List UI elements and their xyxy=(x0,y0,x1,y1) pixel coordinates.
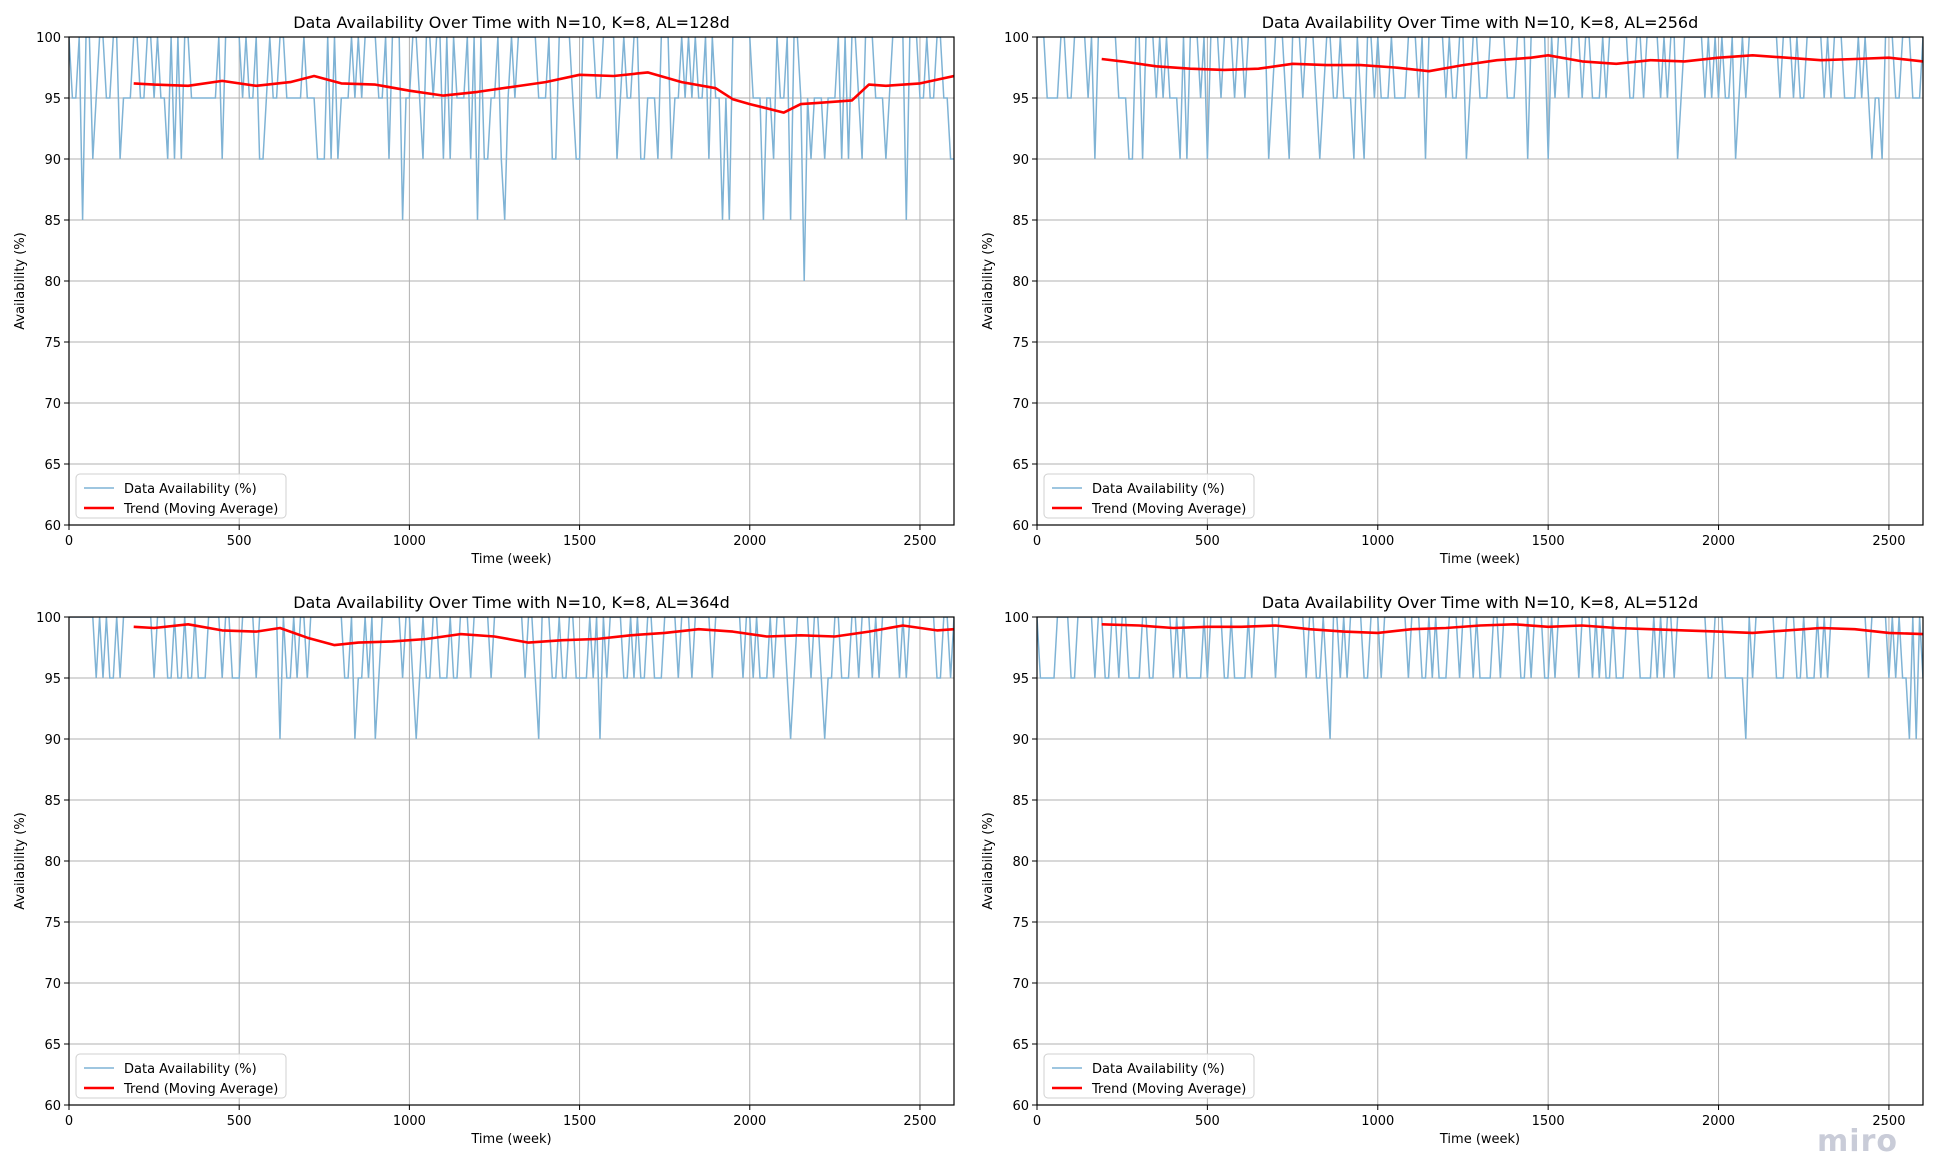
x-tick-label: 2000 xyxy=(1702,1114,1735,1129)
y-axis-label: Availability (%) xyxy=(981,232,996,330)
y-tick-label: 70 xyxy=(44,397,61,412)
x-tick-label: 1500 xyxy=(1532,1114,1565,1129)
x-tick-label: 1500 xyxy=(1532,534,1565,549)
x-tick-label: 0 xyxy=(65,1114,73,1129)
raw-series-line xyxy=(69,37,954,282)
legend-label: Data Availability (%) xyxy=(124,482,257,497)
x-tick-label: 0 xyxy=(65,534,73,549)
y-tick-label: 90 xyxy=(44,153,61,168)
trend-series-line xyxy=(133,622,954,647)
y-tick-label: 100 xyxy=(36,611,61,626)
x-tick-label: 0 xyxy=(1033,1114,1041,1129)
x-tick-label: 2500 xyxy=(903,1114,936,1129)
chart-panel: 0 500 1000 1500 2000 2500 60 65 70 75 80 85 90 95 100 D… xyxy=(13,593,955,1147)
legend-label: Trend (Moving Average) xyxy=(1091,1082,1246,1097)
legend-box xyxy=(1043,473,1255,519)
raw-series-line xyxy=(1037,617,1923,740)
y-tick-label: 80 xyxy=(1012,275,1029,290)
chart-title: Data Availability Over Time with N=10, K… xyxy=(1262,13,1699,32)
legend-label: Data Availability (%) xyxy=(1092,1062,1225,1077)
chart-panel: 0 500 1000 1500 2000 2500 60 65 70 75 80 85 90 95 100 D… xyxy=(981,13,1924,567)
y-axis-label: Availability (%) xyxy=(13,812,28,910)
x-tick-label: 1000 xyxy=(1361,534,1394,549)
y-tick-label: 65 xyxy=(44,1038,61,1053)
y-tick-label: 80 xyxy=(44,855,61,870)
x-tick-label: 2500 xyxy=(1872,534,1905,549)
y-tick-label: 95 xyxy=(44,92,61,107)
x-tick-label: 500 xyxy=(1195,1114,1220,1129)
y-tick-label: 100 xyxy=(1004,31,1029,46)
y-tick-label: 95 xyxy=(1012,672,1029,687)
legend-label: Data Availability (%) xyxy=(124,1062,257,1077)
chart-panel: 0 500 1000 1500 2000 2500 60 65 70 75 80 85 90 95 100 D… xyxy=(981,593,1924,1147)
x-tick-label: 1500 xyxy=(563,534,596,549)
y-tick-label: 100 xyxy=(36,31,61,46)
legend-label: Trend (Moving Average) xyxy=(123,1082,278,1097)
x-axis-label: Time (week) xyxy=(1439,552,1520,567)
legend-box xyxy=(75,473,287,519)
legend-label: Data Availability (%) xyxy=(1092,482,1225,497)
chart-title: Data Availability Over Time with N=10, K… xyxy=(293,13,730,32)
y-tick-label: 90 xyxy=(1012,733,1029,748)
y-tick-label: 95 xyxy=(1012,92,1029,107)
y-tick-label: 85 xyxy=(44,794,61,809)
x-tick-label: 0 xyxy=(1033,534,1041,549)
y-axis-label: Availability (%) xyxy=(13,232,28,330)
y-tick-label: 60 xyxy=(1012,519,1029,534)
trend-series-line xyxy=(1101,53,1923,73)
x-tick-label: 1500 xyxy=(563,1114,596,1129)
y-tick-label: 100 xyxy=(1004,611,1029,626)
y-tick-label: 90 xyxy=(1012,153,1029,168)
y-tick-label: 65 xyxy=(44,458,61,473)
y-tick-label: 75 xyxy=(1012,336,1029,351)
x-tick-label: 2500 xyxy=(903,534,936,549)
y-tick-label: 80 xyxy=(1012,855,1029,870)
y-tick-label: 70 xyxy=(1012,977,1029,992)
y-tick-label: 75 xyxy=(44,336,61,351)
x-tick-label: 2000 xyxy=(1702,534,1735,549)
x-axis-label: Time (week) xyxy=(1439,1132,1520,1147)
x-tick-label: 500 xyxy=(1195,534,1220,549)
y-tick-label: 70 xyxy=(44,977,61,992)
y-tick-label: 90 xyxy=(44,733,61,748)
raw-series-line xyxy=(1037,37,1923,160)
chart-panel: 0 500 1000 1500 2000 2500 60 65 70 75 80 85 90 95 100 D… xyxy=(13,13,955,567)
y-tick-label: 85 xyxy=(1012,214,1029,229)
x-tick-label: 1000 xyxy=(393,1114,426,1129)
y-tick-label: 75 xyxy=(44,916,61,931)
y-axis-label: Availability (%) xyxy=(981,812,996,910)
y-tick-label: 70 xyxy=(1012,397,1029,412)
y-tick-label: 60 xyxy=(44,1099,61,1114)
y-tick-label: 65 xyxy=(1012,458,1029,473)
trend-series-line xyxy=(133,71,954,114)
legend-label: Trend (Moving Average) xyxy=(1091,502,1246,517)
y-tick-label: 85 xyxy=(44,214,61,229)
y-tick-label: 75 xyxy=(1012,916,1029,931)
watermark-logo: miro xyxy=(1817,1124,1898,1159)
x-tick-label: 1000 xyxy=(393,534,426,549)
y-tick-label: 60 xyxy=(1012,1099,1029,1114)
legend-label: Trend (Moving Average) xyxy=(123,502,278,517)
x-tick-label: 2000 xyxy=(733,534,766,549)
y-tick-label: 85 xyxy=(1012,794,1029,809)
y-tick-label: 80 xyxy=(44,275,61,290)
chart-title: Data Availability Over Time with N=10, K… xyxy=(293,593,730,612)
legend-box xyxy=(1043,1053,1255,1099)
x-tick-label: 2500 xyxy=(1872,1114,1905,1129)
x-axis-label: Time (week) xyxy=(470,1132,551,1147)
x-tick-label: 500 xyxy=(227,1114,252,1129)
legend-box xyxy=(75,1053,287,1099)
x-tick-label: 2000 xyxy=(733,1114,766,1129)
y-tick-label: 65 xyxy=(1012,1038,1029,1053)
trend-series-line xyxy=(1101,622,1923,636)
y-tick-label: 95 xyxy=(44,672,61,687)
chart-title: Data Availability Over Time with N=10, K… xyxy=(1262,593,1699,612)
x-axis-label: Time (week) xyxy=(470,552,551,567)
x-tick-label: 1000 xyxy=(1361,1114,1394,1129)
y-tick-label: 60 xyxy=(44,519,61,534)
x-tick-label: 500 xyxy=(227,534,252,549)
